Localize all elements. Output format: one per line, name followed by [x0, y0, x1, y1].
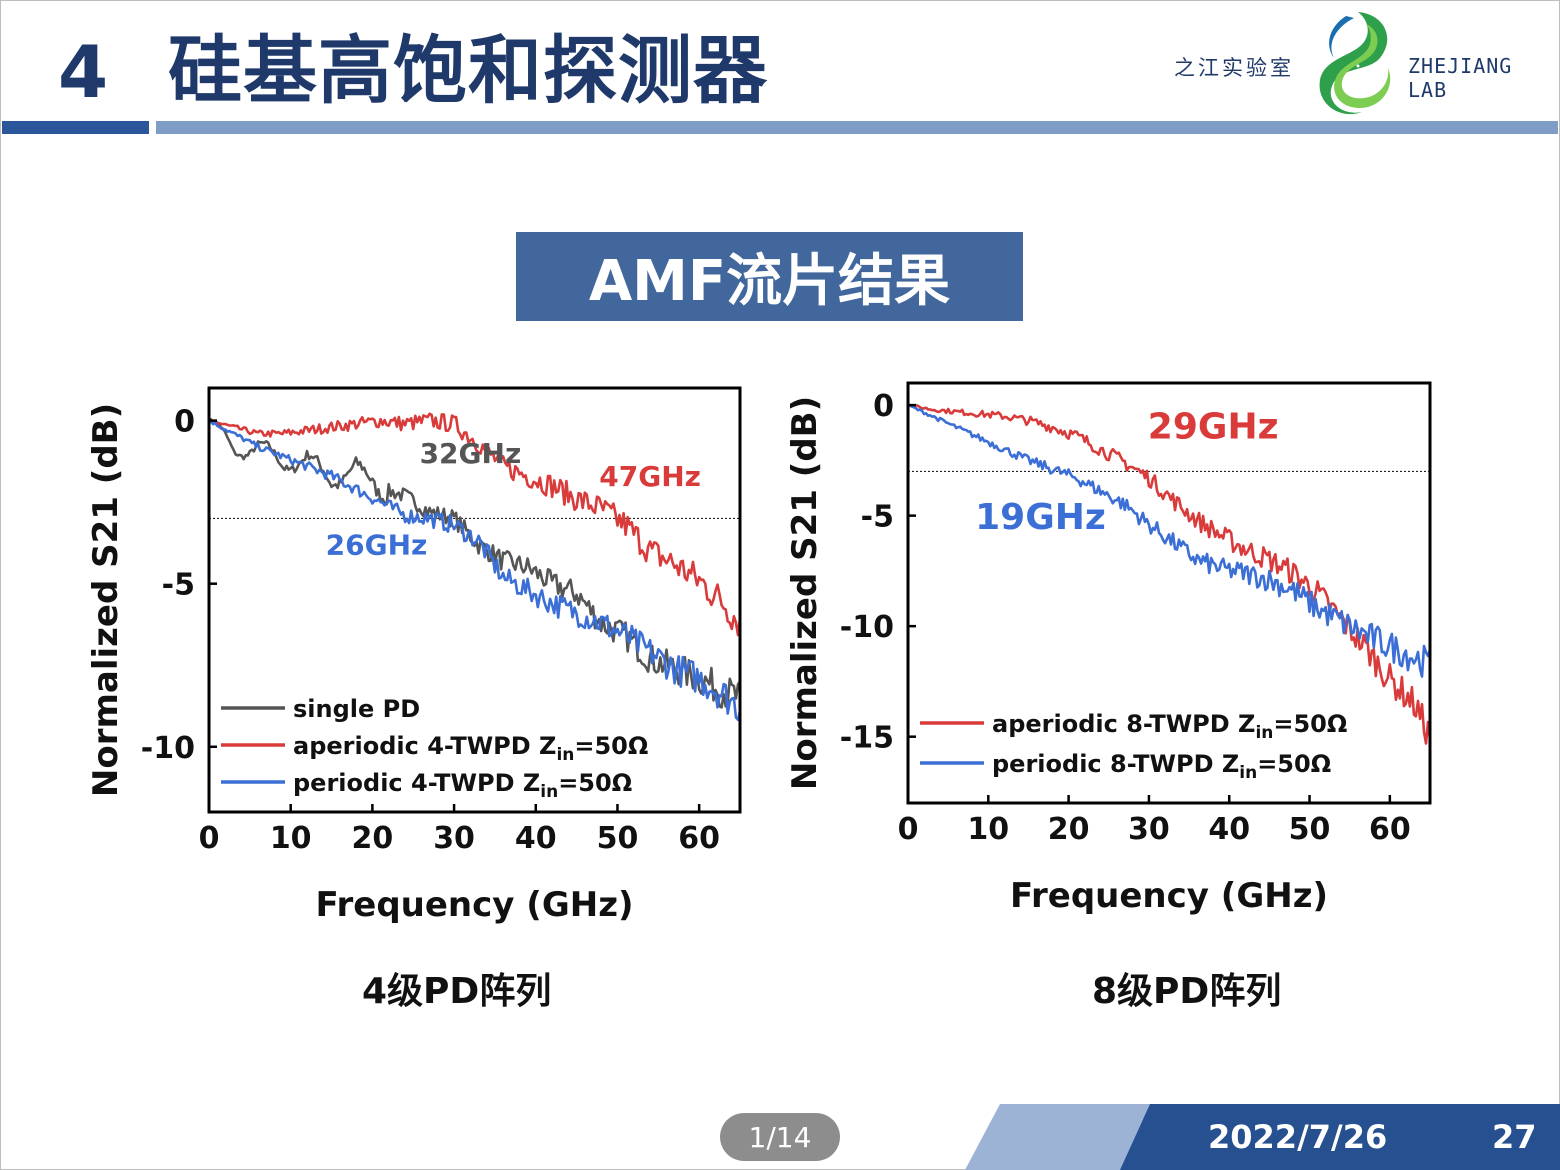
- slide-title: 硅基高饱和探测器: [168, 28, 768, 114]
- series-line-1: [208, 412, 742, 637]
- x-axis-label: Frequency (GHz): [1010, 876, 1328, 916]
- banner-text: AMF流片结果: [588, 249, 951, 314]
- legend-entry: aperiodic 4-TWPD Zin=50Ω: [293, 732, 648, 765]
- plot-frame: [207, 386, 742, 814]
- x-tick-label: 50: [597, 821, 639, 856]
- chart-4-stage-pd: 0 10 20 30 40 50 60 0 -5 -10 Frequency (GHz) Normal…: [86, 386, 742, 925]
- bandwidth-annotation: 19GHz: [975, 497, 1106, 538]
- x-tick-label: 0: [199, 821, 220, 856]
- result-banner: AMF流片结果: [516, 232, 1023, 321]
- section-number: 4: [58, 30, 109, 114]
- y-tick-label: -15: [840, 721, 894, 756]
- bandwidth-annotation: 26GHz: [326, 528, 428, 561]
- footer-bar: [965, 1104, 1560, 1170]
- bandwidth-annotation: 47GHz: [599, 460, 701, 493]
- plot-frame: [906, 381, 1432, 805]
- bandwidth-annotation: 29GHz: [1148, 406, 1279, 447]
- chart-8-stage-pd: 0 10 20 30 40 50 60 0 -5 -10 -15 Frequency (GHz) Nor…: [785, 381, 1432, 916]
- y-tick-label: -10: [141, 731, 195, 766]
- x-tick-label: 0: [898, 812, 919, 847]
- x-tick-label: 20: [1048, 812, 1090, 847]
- y-tick-label: 0: [873, 389, 894, 424]
- lab-name-en: ZHEJIANG LAB: [1408, 54, 1513, 102]
- legend-entry: periodic 4-TWPD Zin=50Ω: [293, 769, 632, 802]
- header-rule-dark: [2, 121, 149, 134]
- series-line-2: [208, 419, 742, 722]
- x-tick-label: 40: [515, 821, 557, 856]
- y-axis-label: Normalized S21 (dB): [86, 403, 126, 797]
- x-tick-label: 60: [1369, 812, 1411, 847]
- series-line-1: [907, 403, 1432, 678]
- x-tick-label: 40: [1208, 812, 1250, 847]
- header-rule-light: [156, 121, 1558, 134]
- x-tick-label: 20: [352, 821, 394, 856]
- y-tick-label: 0: [174, 405, 195, 440]
- x-tick-label: 10: [967, 812, 1009, 847]
- y-tick-label: -5: [861, 500, 894, 535]
- slide-pager-indicator[interactable]: 1/14: [720, 1113, 840, 1161]
- y-tick-label: -5: [162, 568, 195, 603]
- footer-page-number: 27: [1492, 1118, 1537, 1156]
- x-axis-label: Frequency (GHz): [315, 885, 633, 925]
- legend-entry: aperiodic 8-TWPD Zin=50Ω: [992, 710, 1347, 743]
- x-tick-label: 50: [1289, 812, 1331, 847]
- legend-entry: single PD: [293, 695, 420, 723]
- x-tick-label: 60: [678, 821, 720, 856]
- caption-8-stage: 8级PD阵列: [1092, 971, 1282, 1012]
- x-tick-label: 30: [433, 821, 475, 856]
- caption-4-stage: 4级PD阵列: [362, 971, 552, 1012]
- footer-date: 2022/7/26: [1208, 1118, 1388, 1156]
- y-tick-label: -10: [840, 610, 894, 645]
- bandwidth-annotation: 32GHz: [420, 437, 522, 470]
- legend-entry: periodic 8-TWPD Zin=50Ω: [992, 750, 1331, 783]
- x-tick-label: 30: [1128, 812, 1170, 847]
- lab-name-cn: 之江实验室: [1174, 56, 1294, 80]
- x-tick-label: 10: [270, 821, 312, 856]
- zhejiang-lab-logo-icon: [1319, 12, 1391, 115]
- series-line-0: [907, 403, 1432, 745]
- y-axis-label: Normalized S21 (dB): [785, 396, 825, 790]
